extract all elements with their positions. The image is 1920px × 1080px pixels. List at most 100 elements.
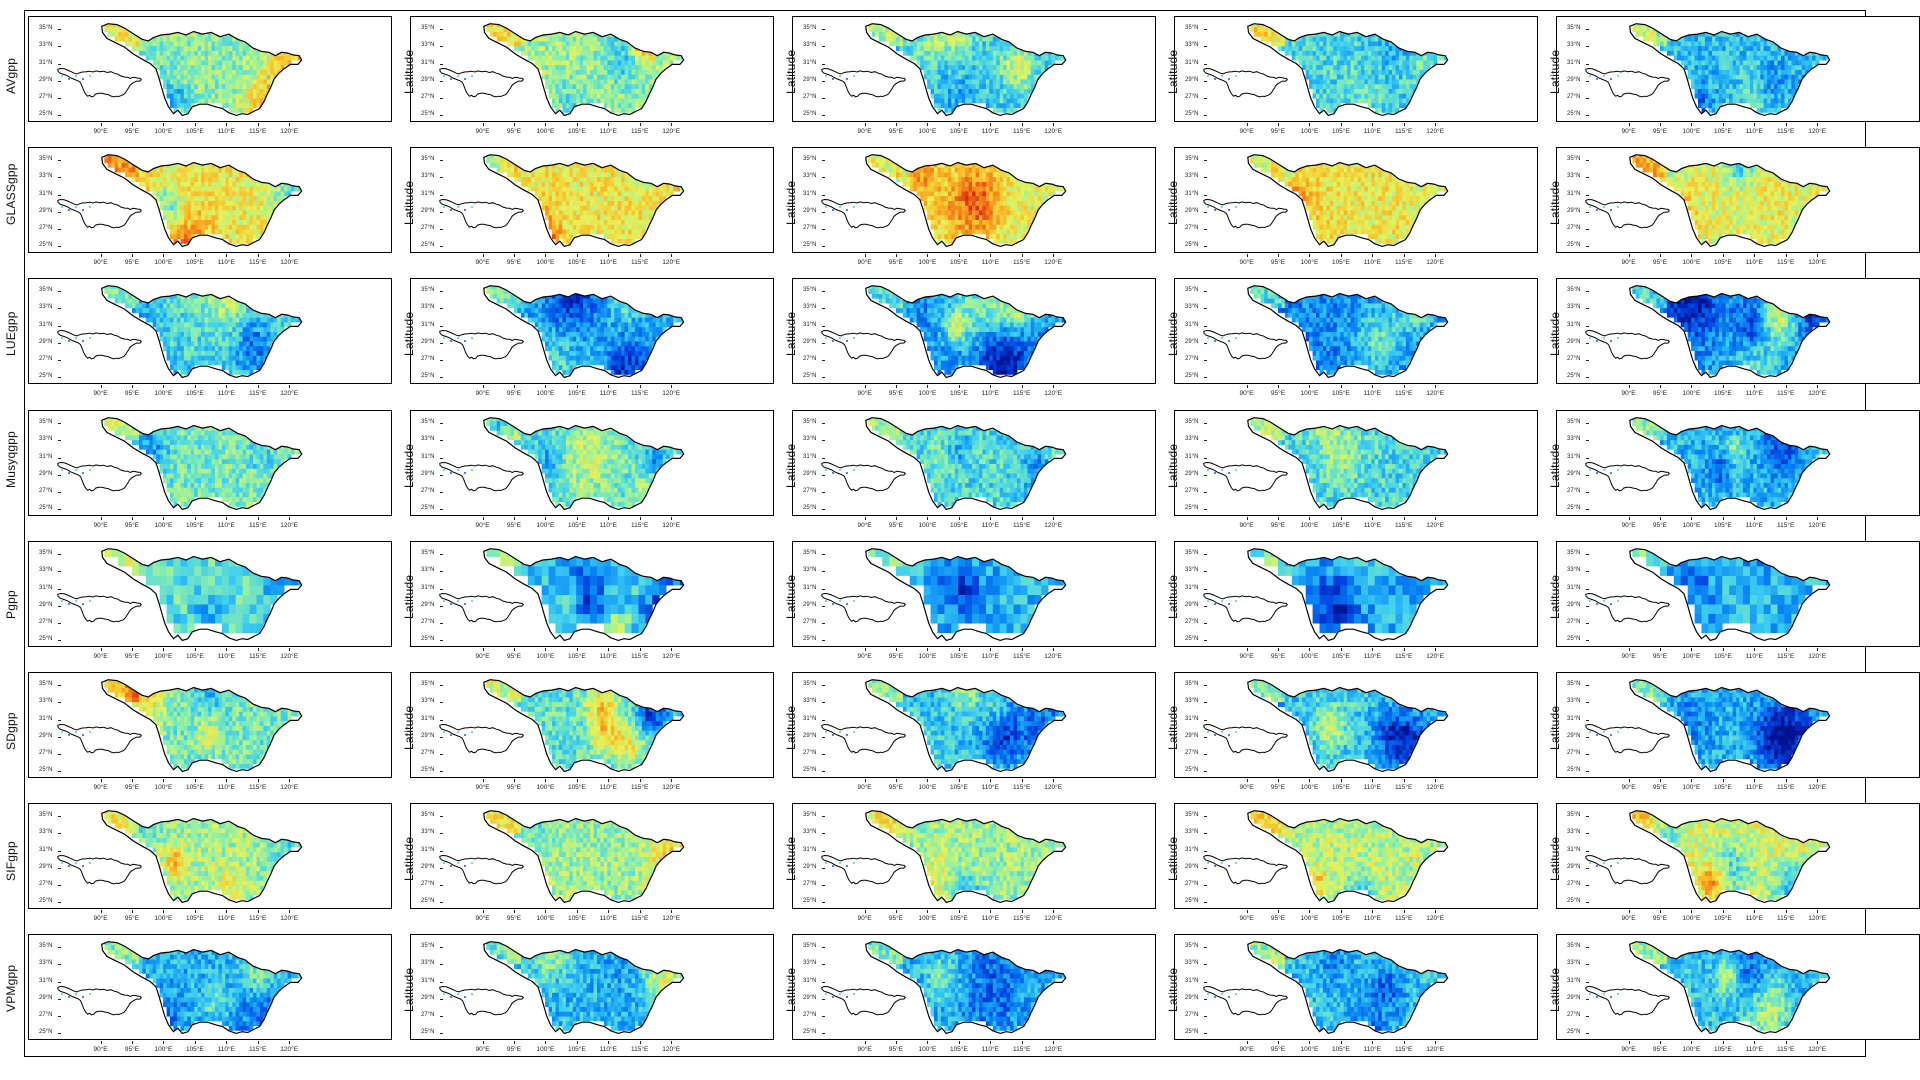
lat-tick-label: 29°N [1567, 733, 1580, 739]
lat-tick-label: 27°N [1567, 356, 1580, 362]
lon-tick-mark [1435, 910, 1437, 913]
lat-tick-label: 29°N [803, 995, 816, 1001]
lat-tick-mark [1204, 553, 1207, 555]
lon-tick-mark [1340, 254, 1342, 257]
basin-map [821, 23, 1067, 117]
lat-tick-mark [822, 571, 825, 573]
lon-tick-label: 120°E [1808, 522, 1826, 529]
lon-tick-mark [1660, 385, 1661, 388]
lon-tick-label: 115°E [1395, 653, 1412, 660]
basin-boundary [865, 23, 1067, 117]
basin-boundary [101, 154, 303, 248]
basin-map [1585, 548, 1831, 642]
lat-tick-label: 35°N [39, 943, 52, 949]
lat-tick-mark [822, 440, 825, 442]
lat-tick-label: 29°N [39, 733, 52, 739]
lon-tick-mark [545, 254, 547, 257]
lon-tick-label: 100°E [1301, 1046, 1319, 1053]
lon-tick-label: 115°E [1013, 259, 1030, 266]
lon-tick-label: 115°E [631, 1046, 648, 1053]
lat-tick-label: 29°N [1185, 208, 1198, 214]
lat-tick-mark [1204, 342, 1207, 344]
lon-tick-mark [257, 648, 259, 651]
lon-tick-mark [576, 385, 578, 388]
lat-tick-mark [1586, 1033, 1589, 1035]
lat-tick-mark [58, 194, 61, 196]
lon-tick-mark [990, 779, 992, 782]
lon-tick-label: 120°E [280, 522, 298, 529]
gpp-field [104, 154, 302, 244]
lon-tick-mark [990, 648, 992, 651]
lon-tick-label: 120°E [1044, 653, 1062, 660]
lon-tick-label: 110°E [600, 784, 617, 791]
basin-boundary [483, 548, 685, 642]
lat-tick-label: 35°N [1567, 943, 1580, 949]
lon-tick-mark [514, 123, 515, 126]
lon-tick-label: 90°E [857, 915, 871, 922]
lon-tick-mark [1246, 254, 1248, 257]
lat-tick-label: 27°N [1567, 94, 1580, 100]
lon-tick-label: 95°E [125, 259, 139, 266]
lat-tick-mark [822, 422, 825, 424]
row-label: LUEgpp [4, 311, 18, 356]
basin-map [439, 548, 685, 642]
lat-tick-label: 35°N [1567, 550, 1580, 556]
lon-tick-label: 100°E [537, 259, 555, 266]
lon-tick-label: 105°E [186, 522, 204, 529]
lon-tick-mark [1785, 385, 1787, 388]
lon-tick-mark [482, 385, 484, 388]
lat-tick-label: 25°N [803, 373, 816, 379]
lat-tick-label: 27°N [1567, 225, 1580, 231]
lat-tick-mark [440, 440, 443, 442]
lat-tick-label: 33°N [803, 960, 816, 966]
lon-tick-mark [896, 779, 897, 782]
lon-tick-mark [639, 385, 641, 388]
basin-map [1585, 941, 1831, 1035]
lat-tick-mark [822, 229, 825, 231]
row-label: SIFgpp [4, 841, 18, 881]
lat-tick-mark [440, 342, 443, 344]
lat-tick-mark [58, 229, 61, 231]
lat-tick-mark [822, 885, 825, 887]
lat-tick-mark [822, 377, 825, 379]
lat-tick-mark [1586, 998, 1589, 1000]
lat-tick-label: 33°N [39, 436, 52, 442]
basin-boundary [483, 23, 685, 117]
gpp-field [104, 941, 302, 1031]
lat-tick-mark [1586, 63, 1589, 65]
lon-tick-label: 100°E [537, 390, 555, 397]
lat-tick-mark [1204, 325, 1207, 327]
basin-map [439, 23, 685, 117]
lat-tick-mark [58, 833, 61, 835]
lon-tick-label: 90°E [475, 1046, 489, 1053]
lon-tick-label: 120°E [662, 653, 680, 660]
lon-tick-mark [1372, 517, 1374, 520]
basin-boundary [1629, 679, 1831, 773]
lon-tick-mark [1754, 385, 1756, 388]
lat-tick-label: 27°N [803, 356, 816, 362]
lon-tick-mark [482, 648, 484, 651]
basin-boundary [1629, 417, 1831, 511]
lon-tick-label: 105°E [1714, 522, 1732, 529]
lon-tick-label: 110°E [1364, 390, 1381, 397]
lon-tick-mark [163, 648, 165, 651]
lat-tick-label: 33°N [1185, 829, 1198, 835]
lat-tick-label: 31°N [39, 847, 52, 853]
lat-tick-label: 33°N [421, 960, 434, 966]
lon-tick-label: 115°E [249, 1046, 266, 1053]
lon-tick-mark [514, 910, 515, 913]
lon-tick-label: 105°E [950, 522, 968, 529]
basin-boundary [1629, 285, 1831, 379]
lon-tick-label: 95°E [1653, 915, 1667, 922]
lon-tick-mark [1435, 648, 1437, 651]
lon-tick-label: 110°E [1746, 259, 1763, 266]
lon-tick-mark [1340, 1041, 1342, 1044]
lat-tick-mark [1586, 771, 1589, 773]
lat-tick-mark [58, 177, 61, 179]
gpp-field [486, 154, 684, 244]
lat-tick-mark [1204, 981, 1207, 983]
lon-tick-label: 120°E [280, 653, 298, 660]
lon-tick-label: 120°E [1808, 915, 1826, 922]
lon-tick-mark [1053, 385, 1055, 388]
lat-tick-label: 27°N [39, 94, 52, 100]
